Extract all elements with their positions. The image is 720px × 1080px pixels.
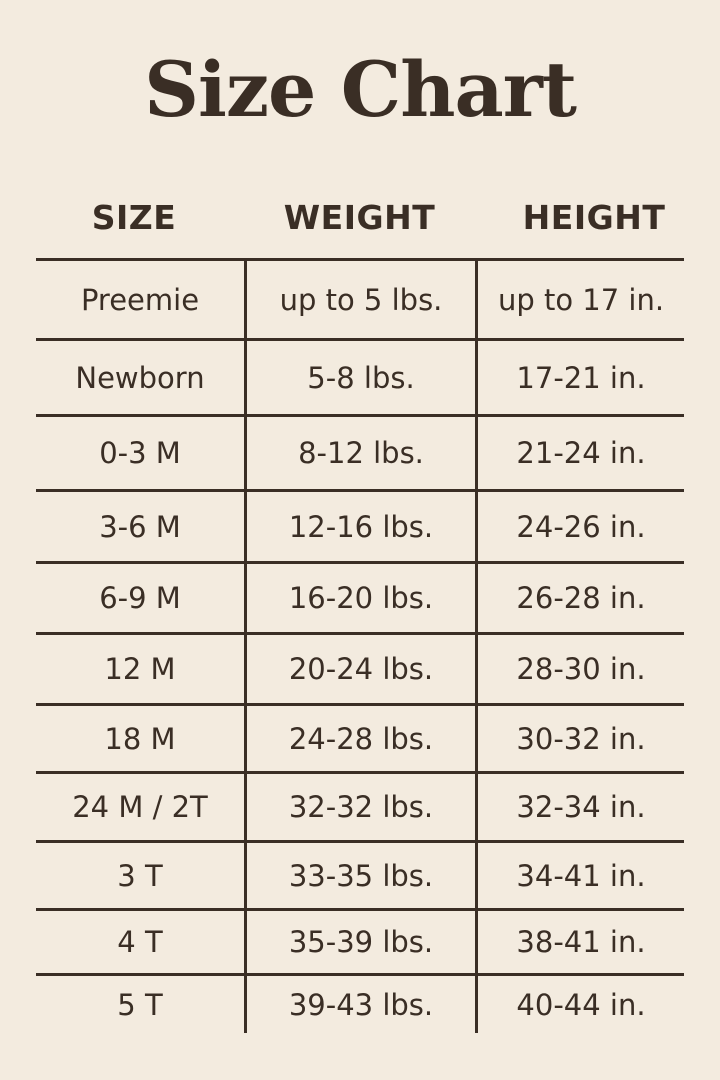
cell-height: 24-26 in. bbox=[475, 492, 684, 561]
table-row: 3 T 33-35 lbs. 34-41 in. bbox=[36, 840, 684, 908]
cell-weight: 8-12 lbs. bbox=[244, 417, 475, 489]
table-row: Preemie up to 5 lbs. up to 17 in. bbox=[36, 258, 684, 338]
cell-size: Newborn bbox=[75, 360, 205, 395]
cell-size: 3-6 M bbox=[99, 509, 181, 544]
table-row: Newborn 5-8 lbs. 17-21 in. bbox=[36, 338, 684, 414]
cell-weight: 24-28 lbs. bbox=[244, 706, 475, 771]
cell-weight: 20-24 lbs. bbox=[244, 635, 475, 703]
header-weight: WEIGHT bbox=[283, 198, 436, 237]
cell-weight: 16-20 lbs. bbox=[244, 564, 475, 632]
cell-height: 17-21 in. bbox=[475, 341, 684, 414]
table-row: 18 M 24-28 lbs. 30-32 in. bbox=[36, 703, 684, 771]
cell-size: 12 M bbox=[104, 652, 176, 686]
table-row: 4 T 35-39 lbs. 38-41 in. bbox=[36, 908, 684, 973]
cell-weight: 12-16 lbs. bbox=[244, 492, 475, 561]
header-height: HEIGHT bbox=[522, 198, 666, 237]
cell-weight: up to 5 lbs. bbox=[244, 261, 475, 338]
table-row: 0-3 M 8-12 lbs. 21-24 in. bbox=[36, 414, 684, 489]
cell-size: 0-3 M bbox=[99, 436, 181, 470]
cell-size: 6-9 M bbox=[99, 581, 181, 615]
cell-size: 18 M bbox=[104, 721, 176, 756]
table-row: 5 T 39-43 lbs. 40-44 in. bbox=[36, 973, 684, 1033]
cell-size: 5 T bbox=[117, 987, 163, 1022]
cell-height: 26-28 in. bbox=[475, 564, 684, 632]
cell-height: 38-41 in. bbox=[475, 911, 684, 973]
cell-weight: 35-39 lbs. bbox=[244, 911, 475, 973]
cell-height: up to 17 in. bbox=[475, 261, 684, 338]
page-title: Size Chart bbox=[144, 45, 577, 134]
size-table: Preemie up to 5 lbs. up to 17 in. Newborn 5-… bbox=[36, 258, 684, 1033]
header-size: SIZE bbox=[91, 198, 177, 237]
cell-size: 3 T bbox=[117, 858, 163, 893]
cell-weight: 32-32 lbs. bbox=[244, 774, 475, 840]
cell-height: 30-32 in. bbox=[475, 706, 684, 771]
table-row: 12 M 20-24 lbs. 28-30 in. bbox=[36, 632, 684, 703]
cell-weight: 5-8 lbs. bbox=[244, 341, 475, 414]
cell-height: 40-44 in. bbox=[475, 976, 684, 1033]
cell-size: 4 T bbox=[117, 925, 163, 959]
cell-weight: 33-35 lbs. bbox=[244, 843, 475, 908]
table-row: 3-6 M 12-16 lbs. 24-26 in. bbox=[36, 489, 684, 561]
cell-weight: 39-43 lbs. bbox=[244, 976, 475, 1033]
cell-height: 32-34 in. bbox=[475, 774, 684, 840]
table-row: 6-9 M 16-20 lbs. 26-28 in. bbox=[36, 561, 684, 632]
cell-height: 21-24 in. bbox=[475, 417, 684, 489]
cell-size: Preemie bbox=[80, 282, 200, 317]
cell-size: 24 M / 2T bbox=[72, 790, 208, 824]
cell-height: 34-41 in. bbox=[475, 843, 684, 908]
cell-height: 28-30 in. bbox=[475, 635, 684, 703]
table-row: 24 M / 2T 32-32 lbs. 32-34 in. bbox=[36, 771, 684, 840]
